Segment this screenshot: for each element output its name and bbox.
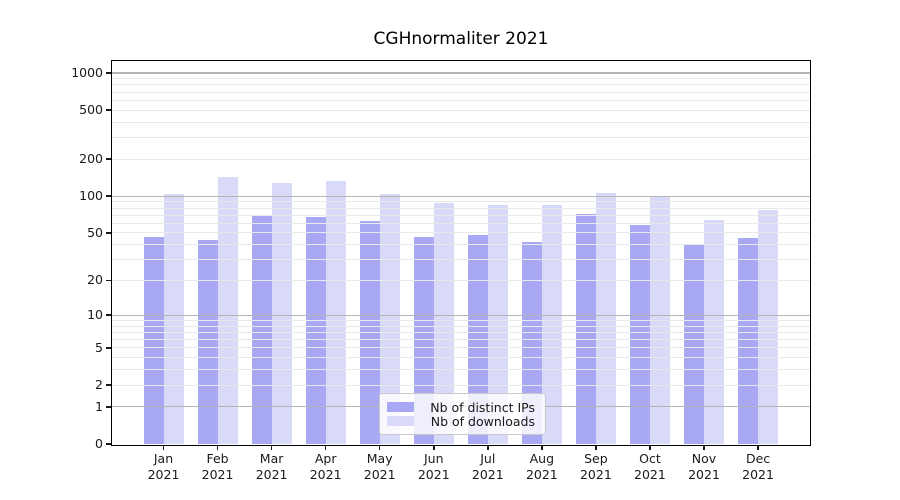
y-tick-label-10: 10 bbox=[87, 307, 103, 323]
x-tick-mark-jun bbox=[433, 445, 435, 450]
y-tick-mark-5 bbox=[105, 347, 111, 349]
y-tick-mark-50 bbox=[105, 232, 111, 234]
x-tick-label-jul: Jul 2021 bbox=[471, 451, 504, 482]
x-tick-label-jun: Jun 2021 bbox=[417, 451, 450, 482]
bar-downloads-jan bbox=[163, 193, 184, 444]
x-tick-mark-feb bbox=[216, 445, 219, 450]
y-tick-mark-20 bbox=[105, 279, 111, 282]
x-tick-mark-may bbox=[378, 445, 381, 450]
y-tick-mark-10 bbox=[105, 314, 111, 316]
distinct-ips-swatch bbox=[387, 402, 414, 412]
bar-downloads-nov bbox=[704, 219, 724, 444]
x-tick-label-nov: Nov 2021 bbox=[688, 451, 720, 482]
x-tick-mark-oct bbox=[649, 445, 651, 450]
y-tick-mark-500 bbox=[105, 109, 111, 111]
bar-distinct-ips-oct bbox=[629, 225, 650, 444]
y-tick-label-5: 5 bbox=[95, 339, 103, 355]
legend-row-distinct-ips: Nb of distinct IPs bbox=[387, 399, 535, 415]
bar-distinct-ips-jan bbox=[143, 237, 164, 444]
x-tick-mark-sep bbox=[595, 445, 597, 450]
x-tick-label-feb: Feb 2021 bbox=[201, 451, 234, 482]
legend-label-downloads: Nb of downloads bbox=[430, 413, 535, 429]
bar-downloads-jun bbox=[433, 202, 454, 444]
bar-distinct-ips-may bbox=[359, 220, 380, 444]
y-tick-label-50: 50 bbox=[87, 224, 103, 240]
y-tick-mark-2 bbox=[105, 384, 111, 386]
x-tick-label-jan: Jan 2021 bbox=[147, 451, 180, 482]
y-tick-label-20: 20 bbox=[87, 272, 103, 288]
x-tick-mark-dec bbox=[757, 445, 759, 450]
bar-distinct-ips-dec bbox=[738, 238, 759, 444]
bar-distinct-ips-mar bbox=[251, 215, 272, 444]
y-tick-label-1000: 1000 bbox=[71, 64, 103, 80]
y-tick-label-500: 500 bbox=[79, 102, 103, 118]
y-tick-label-0: 0 bbox=[95, 436, 103, 451]
x-tick-label-aug: Aug 2021 bbox=[525, 451, 558, 482]
bar-distinct-ips-sep bbox=[575, 214, 596, 444]
y-tick-mark-200 bbox=[105, 158, 111, 160]
y-tick-label-2: 2 bbox=[95, 377, 103, 392]
x-tick-label-dec: Dec 2021 bbox=[742, 451, 774, 482]
legend: Nb of distinct IPs Nb of downloads bbox=[379, 393, 546, 435]
bar-distinct-ips-feb bbox=[197, 239, 218, 444]
y-tick-mark-1 bbox=[105, 406, 111, 408]
x-tick-label-sep: Sep 2021 bbox=[579, 451, 612, 482]
legend-label-distinct-ips: Nb of distinct IPs bbox=[430, 399, 535, 415]
x-tick-label-apr: Apr 2021 bbox=[309, 451, 342, 482]
legend-row-downloads: Nb of downloads bbox=[387, 413, 535, 429]
bar-downloads-may bbox=[379, 193, 400, 444]
bar-distinct-ips-jun bbox=[413, 237, 434, 444]
x-tick-mark-mar bbox=[270, 445, 273, 450]
bar-downloads-aug bbox=[541, 204, 562, 444]
y-tick-label-100: 100 bbox=[79, 188, 103, 204]
downloads-swatch bbox=[387, 416, 414, 426]
x-tick-mark-jul bbox=[487, 445, 489, 450]
x-tick-label-oct: Oct 2021 bbox=[634, 451, 666, 482]
y-tick-mark-1000 bbox=[105, 72, 111, 74]
bar-distinct-ips-nov bbox=[684, 244, 704, 444]
x-tick-mark-aug bbox=[541, 445, 543, 450]
bar-downloads-dec bbox=[758, 210, 779, 444]
bar-downloads-feb bbox=[217, 177, 238, 444]
chart-title: CGHnormaliter 2021 bbox=[373, 29, 549, 49]
bars-layer bbox=[112, 61, 810, 444]
bar-downloads-jul bbox=[487, 205, 508, 444]
bar-downloads-apr bbox=[325, 181, 346, 444]
bar-downloads-sep bbox=[595, 192, 616, 444]
y-tick-label-200: 200 bbox=[79, 151, 103, 167]
bar-downloads-mar bbox=[271, 183, 292, 444]
x-tick-mark-jan bbox=[162, 445, 165, 450]
x-tick-mark-nov bbox=[703, 445, 705, 450]
y-tick-mark-100 bbox=[105, 195, 111, 197]
bar-distinct-ips-apr bbox=[305, 217, 326, 444]
y-tick-label-1: 1 bbox=[95, 398, 103, 414]
x-tick-mark-apr bbox=[324, 445, 327, 450]
y-tick-mark-0 bbox=[105, 443, 111, 445]
bar-downloads-oct bbox=[649, 196, 670, 444]
x-tick-label-may: May 2021 bbox=[363, 451, 396, 482]
x-tick-label-mar: Mar 2021 bbox=[255, 451, 288, 482]
